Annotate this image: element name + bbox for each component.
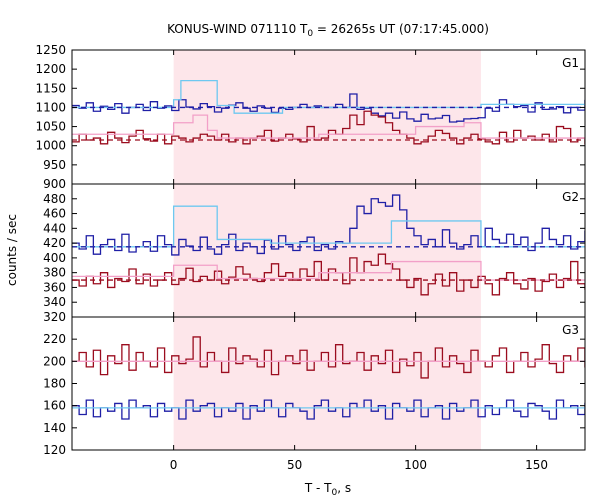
y-tick-label: 1100	[35, 100, 66, 114]
panels-group: 900950100010501100115012001250G132034036…	[35, 43, 586, 472]
series-pink-3	[72, 114, 585, 139]
highlight-band	[173, 184, 481, 317]
y-tick-label: 1200	[35, 62, 66, 76]
series-light-blue-2	[72, 205, 585, 248]
highlight-band	[173, 50, 481, 184]
y-tick-label: 420	[43, 236, 66, 250]
panel-g1: 900 950 1000 1050 1100 1150 1200 1250 G1	[35, 43, 586, 191]
series-red-1	[72, 110, 585, 145]
chart-title: KONUS-WIND 071110 T0 = 26265s UT (07:17:…	[167, 22, 489, 39]
series-light-blue-2	[72, 79, 585, 114]
x-axis-label: T - T0, s	[304, 481, 351, 498]
series-blue-0	[72, 194, 585, 256]
panel-label: G2	[562, 190, 579, 204]
y-tick-label: 1000	[35, 139, 66, 153]
panel-label: G3	[562, 323, 579, 337]
y-tick-label: 1250	[35, 43, 66, 57]
x-tick-label: 50	[287, 458, 302, 472]
y-tick-label: 140	[43, 421, 66, 435]
y-tick-label: 1050	[35, 120, 66, 134]
x-tick-label: 100	[404, 458, 427, 472]
y-tick-label: 950	[43, 158, 66, 172]
series-red-1	[72, 253, 585, 296]
x-tick-label: 0	[170, 458, 178, 472]
x-tick-label: 150	[525, 458, 548, 472]
y-tick-label: 400	[43, 251, 66, 265]
y-tick-label: 1150	[35, 81, 66, 95]
series-red-0	[72, 336, 585, 379]
series-pink-3	[72, 260, 585, 281]
y-tick-label: 440	[43, 221, 66, 235]
y-tick-label: 480	[43, 192, 66, 206]
y-tick-label: 380	[43, 266, 66, 280]
y-tick-label: 340	[43, 295, 66, 309]
y-axis-label: counts / sec	[5, 214, 19, 286]
y-tick-label: 120	[43, 443, 66, 457]
y-tick-label: 200	[43, 354, 66, 368]
y-tick-label: 320	[43, 310, 66, 324]
y-tick-label: 900	[43, 177, 66, 191]
y-tick-label: 360	[43, 280, 66, 294]
y-tick-label: 220	[43, 332, 66, 346]
panel-g3: 120 140 160 180 200 220 G3	[43, 316, 586, 457]
highlight-band	[173, 317, 481, 450]
series-blue-1	[72, 399, 585, 420]
y-tick-label: 180	[43, 377, 66, 391]
panel-label: G1	[562, 56, 579, 70]
y-tick-label: 160	[43, 399, 66, 413]
y-tick-label: 460	[43, 207, 66, 221]
